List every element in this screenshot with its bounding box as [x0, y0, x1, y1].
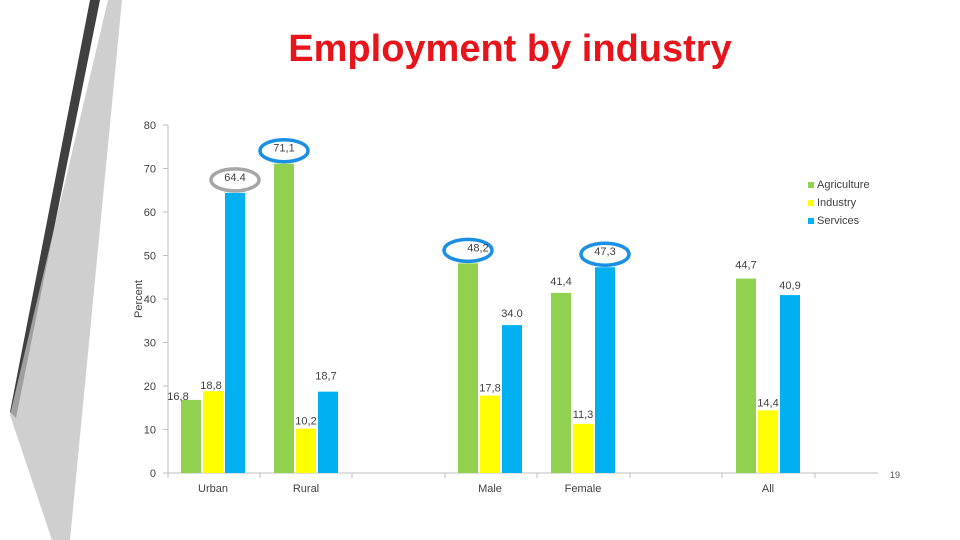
x-tick-label: Urban	[198, 483, 228, 495]
y-tick-label: 20	[144, 381, 156, 393]
bar-agriculture-female	[551, 292, 571, 473]
data-label-services-female: 47,3	[594, 246, 615, 258]
data-label-agriculture-male: 48,2	[467, 242, 488, 254]
bar-agriculture-rural	[274, 163, 294, 473]
legend-label-services: Services	[817, 215, 860, 227]
legend-label-agriculture: Agriculture	[817, 179, 870, 191]
data-label-services-all: 40,9	[779, 280, 800, 292]
bar-services-all	[780, 295, 800, 473]
legend-swatch-industry	[808, 200, 814, 206]
data-label-services-male: 34.0	[501, 308, 522, 320]
data-label-industry-male: 17,8	[479, 383, 500, 395]
data-label-agriculture-rural: 71,1	[273, 143, 294, 155]
y-tick-label: 80	[144, 120, 156, 132]
x-tick-label: Female	[565, 483, 602, 495]
x-tick-label: Rural	[293, 483, 319, 495]
data-label-industry-urban: 18,8	[200, 380, 221, 392]
data-label-industry-female: 11,3	[573, 409, 594, 421]
highlight-ellipse	[209, 167, 261, 193]
bar-industry-female	[573, 423, 593, 473]
y-tick-label: 40	[144, 294, 156, 306]
bar-agriculture-urban	[181, 399, 201, 473]
data-label-agriculture-all: 44,7	[735, 260, 756, 272]
y-axis-label: Percent	[133, 280, 145, 318]
bar-agriculture-all	[736, 278, 756, 473]
y-tick-label: 30	[144, 338, 156, 350]
data-label-services-urban: 64.4	[224, 172, 245, 184]
bar-industry-urban	[203, 391, 223, 473]
y-tick-label: 70	[144, 164, 156, 176]
legend: Agriculture Industry Services	[808, 179, 870, 227]
decor-light-band	[10, 0, 122, 540]
axes: 0 10 20 30 40 50 60 70 80 Urban Rural Male Female All…	[133, 120, 878, 495]
data-label-agriculture-female: 41,4	[550, 276, 571, 288]
bars	[181, 163, 800, 474]
x-tick-label: All	[762, 483, 774, 495]
data-label-agriculture-urban: 16,8	[167, 391, 188, 403]
bar-services-urban	[225, 192, 245, 474]
slide-title: Employment by industry	[288, 28, 732, 70]
legend-label-industry: Industry	[817, 197, 857, 209]
highlight-ellipse	[442, 237, 494, 264]
highlight-ellipse	[579, 241, 631, 267]
x-tick-label: Male	[478, 483, 502, 495]
y-tick-label: 50	[144, 251, 156, 263]
y-tick-label: 0	[150, 468, 156, 480]
page-number: 19	[889, 470, 900, 480]
legend-swatch-agriculture	[808, 182, 814, 188]
highlight-ellipse	[258, 137, 310, 164]
bar-services-male	[502, 325, 522, 473]
legend-swatch-services	[808, 218, 814, 224]
data-label-industry-rural: 10,2	[295, 416, 316, 428]
bar-agriculture-male	[458, 263, 478, 473]
bar-services-rural	[318, 391, 338, 473]
bar-industry-male	[480, 395, 500, 473]
bar-services-female	[595, 267, 615, 473]
data-label-industry-all: 14,4	[757, 397, 778, 409]
data-label-services-rural: 18,7	[315, 371, 336, 383]
y-tick-label: 60	[144, 207, 156, 219]
bar-industry-rural	[296, 428, 316, 473]
bar-industry-all	[758, 410, 778, 473]
data-labels: 16,8 71,1 48,2 41,4 44,7 18,8 10,2 17,8 11,3 14,4…	[167, 137, 801, 428]
y-tick-label: 10	[144, 425, 156, 437]
decor-dark-band	[10, 0, 100, 418]
